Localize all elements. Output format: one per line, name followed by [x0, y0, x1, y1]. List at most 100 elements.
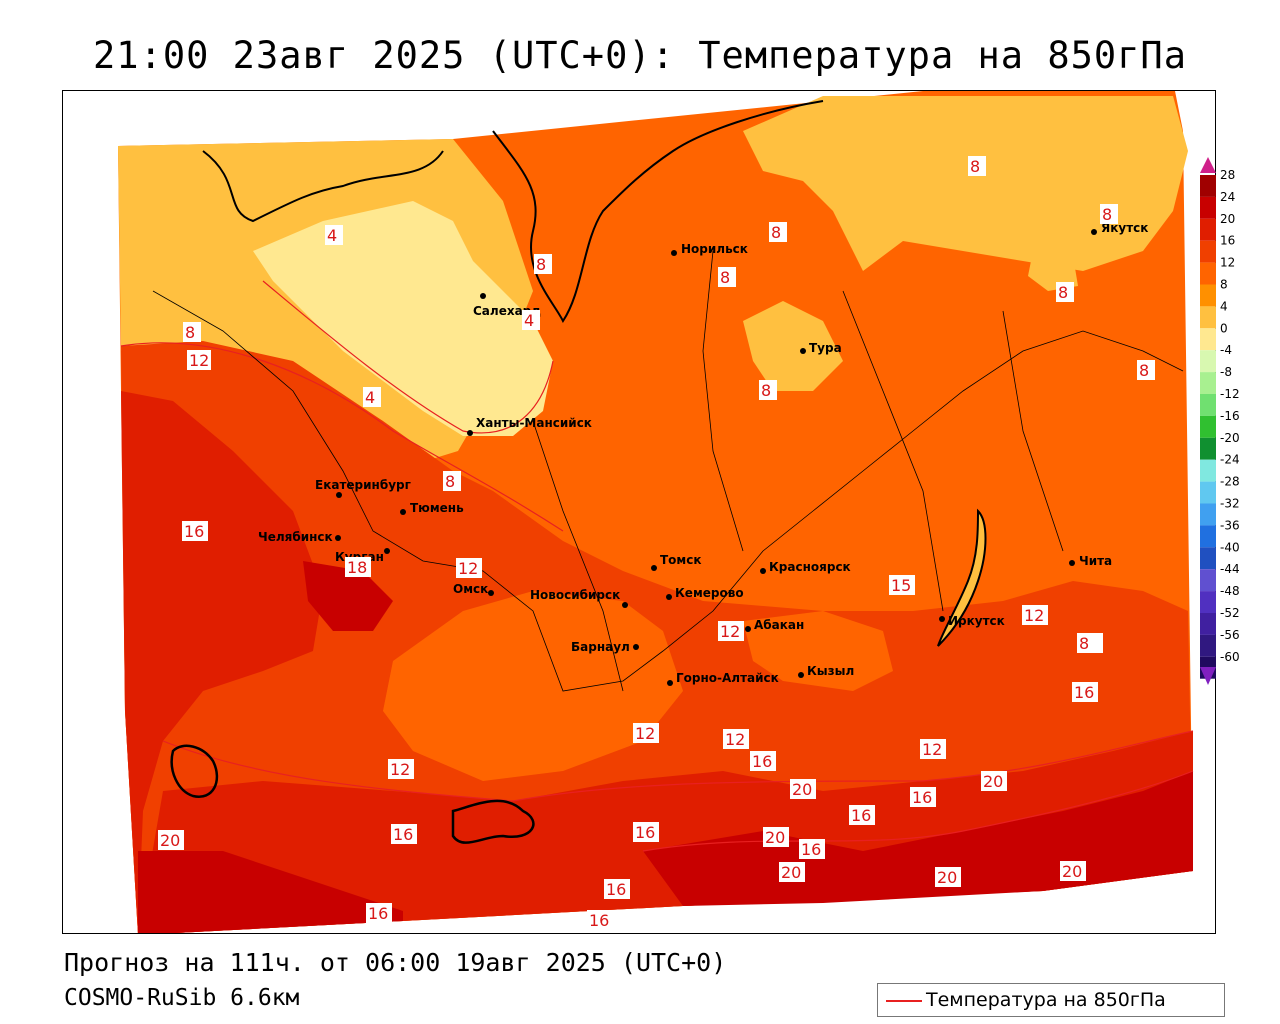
colorbar-tick-label: -48 [1220, 584, 1240, 598]
colorbar-swatch [1200, 218, 1216, 241]
isoline-label: 8 [1100, 204, 1118, 224]
isoline-label: 12 [718, 621, 744, 641]
isoline-label: 12 [456, 558, 482, 578]
svg-text:20: 20 [792, 780, 812, 799]
city-kemerovo: Кемерово [666, 586, 744, 600]
city-yakutsk: Якутск [1091, 221, 1148, 235]
colorbar-tick-label: 4 [1220, 299, 1228, 313]
isotherm-line [262, 280, 554, 434]
svg-text:16: 16 [368, 904, 388, 923]
svg-text:16: 16 [635, 823, 655, 842]
svg-text:Норильск: Норильск [681, 242, 748, 256]
colorbar-swatch [1200, 372, 1216, 394]
zone-12-altai [743, 611, 893, 691]
svg-text:20: 20 [765, 828, 785, 847]
svg-text:16: 16 [184, 522, 204, 541]
svg-text:16: 16 [851, 806, 871, 825]
colorbar-tick-label: -16 [1220, 409, 1240, 423]
isoline-label: 8 [1056, 282, 1074, 302]
isoline-label: 16 [799, 839, 825, 859]
city-tomsk: Томск [651, 553, 702, 571]
svg-text:8: 8 [720, 268, 730, 287]
isoline-label: 20 [1060, 861, 1086, 881]
colorbar-tick-label: 0 [1220, 321, 1228, 335]
svg-text:12: 12 [189, 351, 209, 370]
svg-text:16: 16 [606, 880, 626, 899]
isoline-label: 16 [910, 787, 936, 807]
svg-text:Тюмень: Тюмень [410, 501, 464, 515]
colorbar-swatch [1200, 175, 1216, 197]
legend-label: Температура на 850гПа [926, 989, 1166, 1011]
colorbar-tick-label: 28 [1220, 168, 1235, 182]
city-barnaul: Барнаул [571, 640, 639, 654]
svg-text:8: 8 [1139, 361, 1149, 380]
svg-text:Кызыл: Кызыл [807, 664, 854, 678]
isoline-label: 20 [158, 830, 184, 850]
model-name: COSMO-RuSib 6.6км [64, 985, 300, 1011]
isoline-label: 4 [325, 225, 343, 245]
isoline-label: 8 [759, 380, 777, 400]
isoline-label: 8 [769, 222, 787, 242]
svg-text:20: 20 [160, 831, 180, 850]
zone-20-24-kazakh [303, 561, 393, 631]
isoline-label: 8 [443, 471, 461, 491]
colorbar-tick-label: -56 [1220, 628, 1240, 642]
svg-text:8: 8 [185, 323, 195, 342]
colorbar-swatch [1200, 415, 1216, 438]
colorbar-swatch [1200, 525, 1216, 548]
city-gorno-altaysk: Горно-Алтайск [667, 671, 779, 686]
svg-text:4: 4 [524, 311, 534, 330]
isoline-label: 16 [1072, 682, 1098, 702]
svg-text:20: 20 [781, 863, 801, 882]
svg-text:Ханты-Мансийск: Ханты-Мансийск [476, 416, 592, 430]
colorbar-tick-label: -12 [1220, 387, 1240, 401]
svg-text:8: 8 [445, 472, 455, 491]
isoline-label: 16 [587, 910, 613, 930]
zone-20-24-southwest [138, 851, 403, 933]
svg-text:Томск: Томск [660, 553, 702, 567]
lake-balkhash [451, 799, 535, 844]
svg-text:Якутск: Якутск [1101, 221, 1148, 235]
svg-text:Горно-Алтайск: Горно-Алтайск [676, 671, 779, 685]
colorbar-swatch [1200, 262, 1216, 285]
svg-text:4: 4 [365, 388, 375, 407]
city-chita: Чита [1069, 554, 1112, 568]
forecast-info: Прогноз на 111ч. от 06:00 19авг 2025 (UT… [64, 948, 727, 977]
map-title: 21:00 23авг 2025 (UTC+0): Температура на… [93, 34, 1187, 77]
isoline-label: 16 [604, 879, 630, 899]
colorbar-labels: 28 24 20 16 12 8 4 0 -4 -8 -12 -16 -20 -24 -28 -32 -36 -4… [1220, 168, 1240, 664]
colorbar-swatch [1200, 503, 1216, 526]
svg-text:16: 16 [801, 840, 821, 859]
isoline-label: 12 [1022, 605, 1048, 625]
city-novosibirsk: Новосибирск [530, 588, 628, 608]
zone-4-8-tura [743, 301, 843, 391]
city-khanty-mansiysk: Ханты-Мансийск [467, 416, 592, 436]
colorbar-tick-label: -36 [1220, 518, 1240, 532]
isotherm-line [642, 770, 1194, 852]
zone-0-4-yamal [253, 201, 553, 436]
colorbar: 28 24 20 16 12 8 4 0 -4 -8 -12 -16 -20 -24 -28 -32 -36 -4… [1200, 157, 1240, 685]
svg-text:12: 12 [390, 760, 410, 779]
svg-text:20: 20 [983, 772, 1003, 791]
svg-text:Тура: Тура [809, 341, 842, 355]
isoline-label: 16 [750, 751, 776, 771]
colorbar-swatch [1200, 591, 1216, 613]
colorbar-swatch [1200, 437, 1216, 460]
isoline-label: 12 [388, 759, 414, 779]
isoline-label: 4 [363, 387, 381, 407]
svg-text:20: 20 [1062, 862, 1082, 881]
isotherm-line [120, 342, 564, 532]
svg-text:18: 18 [347, 558, 367, 577]
svg-text:12: 12 [635, 724, 655, 743]
colorbar-swatch [1200, 547, 1216, 570]
zone-12-steppe [383, 591, 683, 781]
isoline-label: 16 [849, 805, 875, 825]
isoline-label: 16 [391, 824, 417, 844]
city-abakan: Абакан [745, 618, 804, 632]
aral-sea [170, 744, 219, 799]
isoline-label: 20 [935, 867, 961, 887]
svg-text:Екатеринбург: Екатеринбург [315, 478, 411, 492]
isoline-label: 12 [187, 350, 211, 370]
region-borders [152, 250, 1184, 692]
city-tyumen: Тюмень [400, 501, 464, 515]
